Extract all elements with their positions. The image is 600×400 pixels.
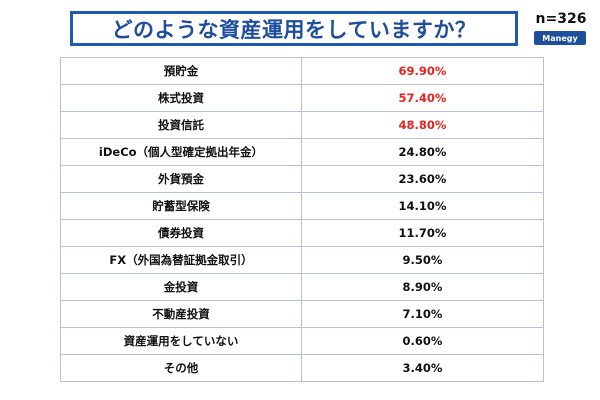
row-label: 貯蓄型保険: [60, 192, 302, 220]
table-row: 預貯金 69.90%: [60, 57, 544, 85]
row-label: 預貯金: [60, 57, 302, 85]
results-table: 預貯金 69.90% 株式投資 57.40% 投資信託 48.80% iDeCo（個人型確定…: [60, 57, 544, 382]
table-row: 投資信託 48.80%: [60, 111, 544, 139]
table-row: 外貨預金 23.60%: [60, 165, 544, 193]
table-row: 貯蓄型保険 14.10%: [60, 192, 544, 220]
row-label: 資産運用をしていない: [60, 327, 302, 355]
page-title: どのような資産運用をしていますか？: [70, 11, 518, 46]
row-label: 金投資: [60, 273, 302, 301]
page-title-text: どのような資産運用をしていますか？: [111, 17, 477, 42]
row-value: 7.10%: [301, 300, 544, 328]
row-value: 57.40%: [301, 84, 544, 112]
table-row: 資産運用をしていない 0.60%: [60, 327, 544, 355]
row-value: 14.10%: [301, 192, 544, 220]
brand-logo: Manegy: [534, 31, 586, 45]
row-label: 株式投資: [60, 84, 302, 112]
row-value: 8.90%: [301, 273, 544, 301]
row-value: 3.40%: [301, 354, 544, 382]
sample-size-label: n=326: [535, 11, 587, 27]
row-label: その他: [60, 354, 302, 382]
table-row: 株式投資 57.40%: [60, 84, 544, 112]
row-value: 9.50%: [301, 246, 544, 274]
row-label: 不動産投資: [60, 300, 302, 328]
row-label: 外貨預金: [60, 165, 302, 193]
row-value: 0.60%: [301, 327, 544, 355]
row-value: 23.60%: [301, 165, 544, 193]
row-label: FX（外国為替証拠金取引）: [60, 246, 302, 274]
row-label: 債券投資: [60, 219, 302, 247]
table-row: iDeCo（個人型確定拠出年金） 24.80%: [60, 138, 544, 166]
table-row: 金投資 8.90%: [60, 273, 544, 301]
table-row: その他 3.40%: [60, 354, 544, 382]
table-row: 不動産投資 7.10%: [60, 300, 544, 328]
row-label: 投資信託: [60, 111, 302, 139]
row-value: 48.80%: [301, 111, 544, 139]
row-value: 11.70%: [301, 219, 544, 247]
row-label: iDeCo（個人型確定拠出年金）: [60, 138, 302, 166]
row-value: 69.90%: [301, 57, 544, 85]
table-row: 債券投資 11.70%: [60, 219, 544, 247]
results-table-body: 預貯金 69.90% 株式投資 57.40% 投資信託 48.80% iDeCo（個人型確定…: [60, 57, 544, 382]
table-row: FX（外国為替証拠金取引） 9.50%: [60, 246, 544, 274]
row-value: 24.80%: [301, 138, 544, 166]
